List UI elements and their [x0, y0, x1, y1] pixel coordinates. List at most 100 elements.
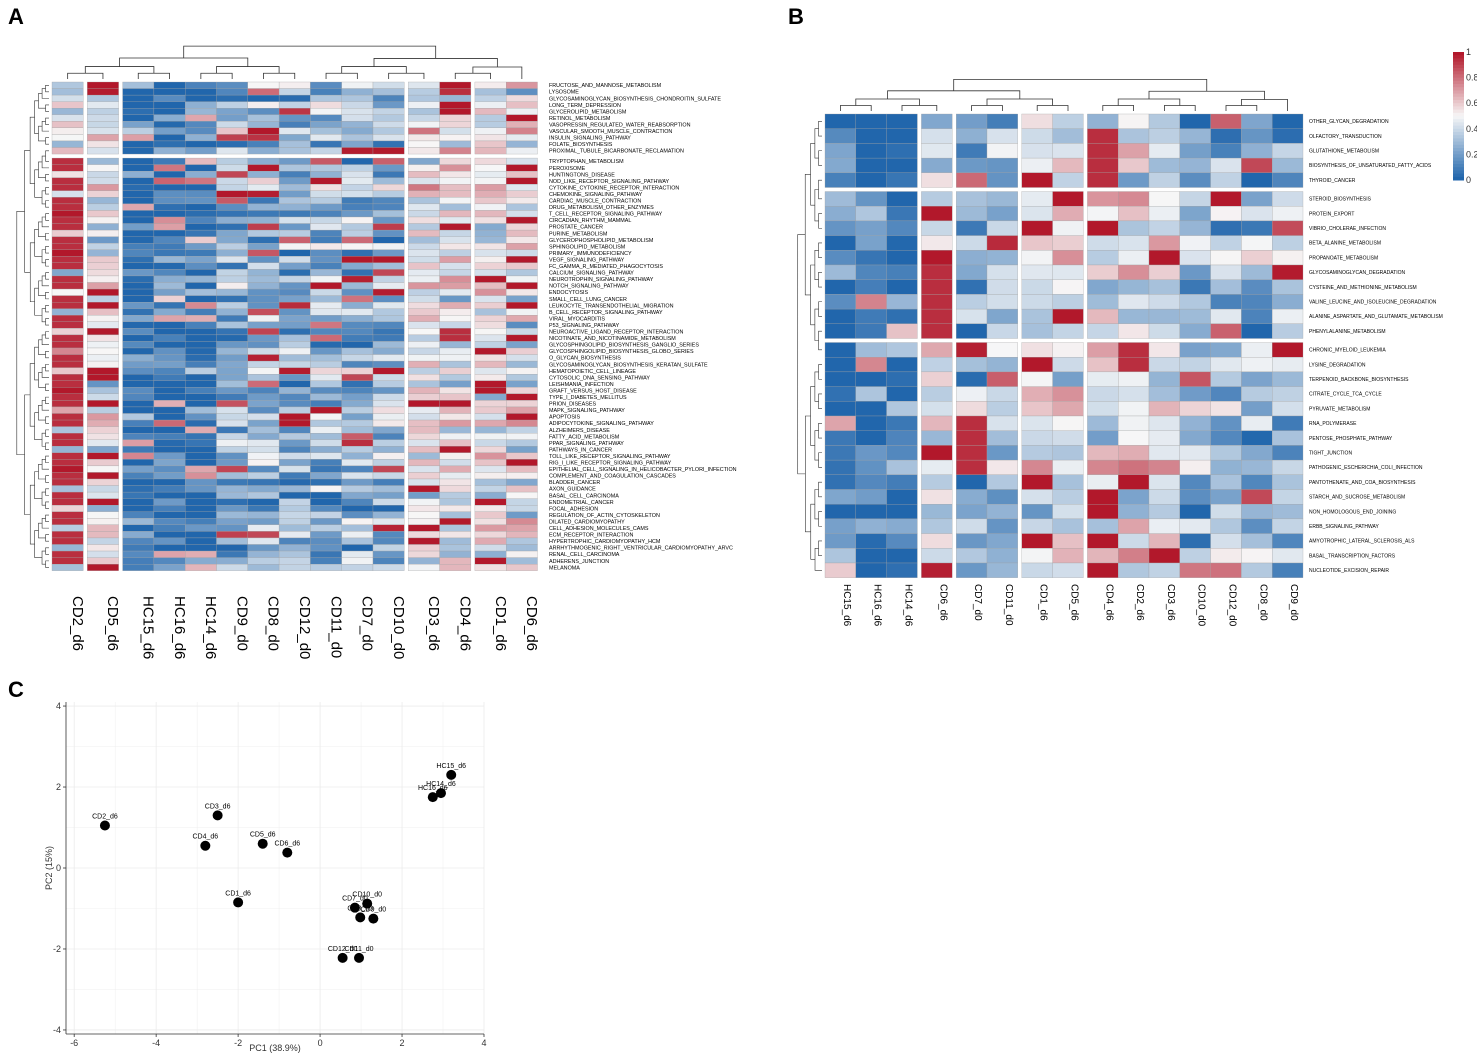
heatmap-cell	[1052, 206, 1084, 222]
heatmap-cell	[956, 504, 988, 520]
heatmap-cell	[506, 491, 538, 499]
heatmap-cell	[1210, 518, 1242, 534]
heatmap-cell	[122, 413, 155, 421]
heatmap-cell	[1241, 342, 1273, 358]
heatmap-cell	[474, 269, 507, 277]
heatmap-cell	[1148, 143, 1180, 159]
column-label: CD8_d0	[265, 596, 282, 651]
heatmap-a: FRUCTOSE_AND_MANNOSE_METABOLISMLYSOSOMEG…	[16, 45, 737, 659]
heatmap-cell	[216, 367, 248, 375]
heatmap-cell	[310, 446, 342, 453]
heatmap-cell	[341, 341, 374, 349]
heatmap-cell	[87, 321, 119, 329]
heatmap-cell	[824, 342, 856, 358]
heatmap-cell	[185, 491, 217, 499]
heatmap-cell	[341, 374, 374, 381]
heatmap-cell	[278, 413, 311, 421]
panel-label-c: C	[8, 677, 24, 702]
heatmap-cell	[408, 108, 440, 115]
heatmap-cell	[1052, 474, 1084, 490]
heatmap-cell	[439, 341, 472, 349]
heatmap-cell	[185, 94, 217, 102]
heatmap-cell	[956, 279, 988, 295]
heatmap-cell	[506, 127, 538, 135]
heatmap-cell	[51, 101, 84, 109]
heatmap-cell	[247, 269, 280, 277]
heatmap-cell	[1021, 279, 1053, 295]
heatmap-cell	[1118, 294, 1150, 310]
heatmap-cell	[51, 564, 84, 571]
row-label: VIRAL_MYOCARDITIS	[549, 316, 605, 322]
heatmap-cell	[341, 465, 374, 473]
heatmap-cell	[1087, 128, 1119, 144]
heatmap-cell	[278, 170, 311, 178]
heatmap-cell	[1179, 172, 1211, 188]
heatmap-cell	[87, 347, 119, 355]
heatmap-cell	[1272, 430, 1304, 446]
heatmap-cell	[408, 127, 440, 135]
heatmap-cell	[506, 426, 538, 434]
heatmap-cell	[439, 101, 472, 109]
heatmap-cell	[824, 264, 856, 280]
row-label: CARDIAC_MUSCLE_CONTRACTION	[549, 199, 641, 205]
point-label: CD10_d0	[352, 892, 382, 899]
heatmap-cell	[122, 236, 155, 244]
row-label: PEROXISOME	[549, 166, 586, 172]
heatmap-cell	[855, 308, 887, 324]
heatmap-cell	[153, 81, 186, 89]
y-tick-label: 0	[56, 863, 61, 873]
heatmap-cell	[1179, 386, 1211, 402]
heatmap-cell	[439, 164, 472, 172]
heatmap-cell	[153, 147, 186, 155]
heatmap-cell	[247, 374, 280, 381]
heatmap-cell	[921, 562, 953, 578]
heatmap-cell	[1148, 235, 1180, 251]
heatmap-cell	[439, 114, 472, 122]
heatmap-cell	[474, 413, 507, 421]
heatmap-cell	[216, 347, 248, 355]
heatmap-cell	[153, 360, 186, 368]
data-point	[233, 897, 244, 908]
heatmap-cell	[310, 426, 342, 434]
heatmap-cell	[1148, 474, 1180, 490]
heatmap-cell	[1148, 489, 1180, 505]
column-label: CD12_d0	[296, 596, 313, 659]
heatmap-cell	[185, 184, 217, 191]
heatmap-cell	[474, 295, 507, 303]
heatmap-cell	[474, 282, 507, 290]
heatmap-cell	[87, 282, 119, 290]
heatmap-cell	[278, 288, 311, 296]
heatmap-cell	[408, 282, 440, 290]
row-label: MAPK_SIGNALING_PATHWAY	[549, 408, 625, 414]
heatmap-cell	[1272, 220, 1304, 236]
row-label: NON_HOMOLOGOUS_END_JOINING	[1309, 509, 1396, 515]
heatmap-cell	[51, 88, 84, 96]
heatmap-cell	[1021, 430, 1053, 446]
heatmap-cell	[1210, 401, 1242, 417]
y-tick-label: -4	[53, 1025, 61, 1035]
heatmap-cell	[278, 491, 311, 499]
heatmap-cell	[1052, 562, 1084, 578]
heatmap-cell	[1210, 113, 1242, 129]
legend-gradient-step	[1453, 112, 1464, 117]
heatmap-cell	[921, 157, 953, 173]
heatmap-cell	[278, 518, 311, 525]
heatmap-cell	[372, 288, 405, 296]
data-point	[212, 810, 223, 821]
heatmap-cell	[185, 140, 217, 148]
heatmap-cell	[408, 101, 440, 109]
heatmap-cell	[122, 400, 155, 408]
row-label: PYRUVATE_METABOLISM	[1309, 406, 1370, 412]
heatmap-cell	[439, 203, 472, 211]
heatmap-cell	[439, 190, 472, 198]
heatmap-cell	[408, 406, 440, 414]
heatmap-cell	[87, 94, 119, 102]
row-label: ENDOMETRIAL_CANCER	[549, 500, 614, 506]
heatmap-cell	[216, 203, 248, 211]
heatmap-cell	[341, 393, 374, 401]
heatmap-cell	[1179, 474, 1211, 490]
heatmap-cell	[986, 459, 1018, 475]
heatmap-cell	[439, 88, 472, 96]
heatmap-cell	[247, 88, 280, 96]
legend-gradient-step	[1453, 154, 1464, 159]
